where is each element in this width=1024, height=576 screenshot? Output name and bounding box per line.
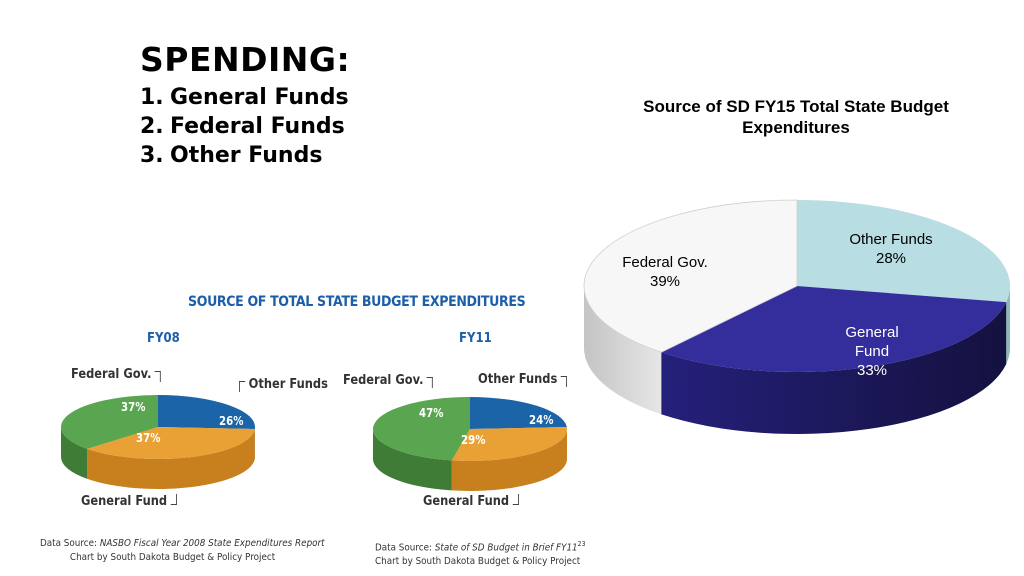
fy08-slice-other (158, 395, 255, 430)
fy15-label-other-pct: 28% (875, 250, 907, 267)
fy08-source-title: NASBO Fiscal Year 2008 State Expenditure… (99, 538, 325, 549)
list-item-label: Other Funds (170, 143, 323, 168)
fy15-label-general: General Fund 33% (820, 323, 924, 380)
fy11-slice-general (451, 426, 567, 462)
fy15-label-general-line2: Fund (854, 343, 890, 360)
fy08-callout-federal: Federal Gov. (71, 367, 162, 382)
list-item-number: 3. (140, 143, 164, 168)
callout-bracket-icon (560, 376, 567, 387)
fy15-slice-general (661, 286, 1007, 372)
callout-bracket-icon (239, 381, 246, 392)
fy08-label: FY08 (147, 331, 180, 346)
fy15-label-federal: Federal Gov. 39% (610, 253, 720, 291)
fy11-slice-federal (372, 397, 470, 461)
fy11-credit: Chart by South Dakota Budget & Policy Pr… (375, 556, 581, 568)
fy11-callout-general: General Fund (423, 494, 519, 509)
fy08-slice-federal (60, 395, 158, 449)
fy08-pct-federal: 37% (121, 400, 146, 414)
fy15-chart-title-line2: Expenditures (742, 118, 850, 137)
fy11-source-prefix: Data Source: (375, 542, 433, 554)
callout-bracket-icon (154, 371, 162, 382)
inset-title: SOURCE OF TOTAL STATE BUDGET EXPENDITURE… (188, 294, 526, 310)
fy11-pct-general: 29% (461, 433, 486, 447)
fy11-source-sup: 23 (577, 540, 586, 548)
fy15-side-other (1006, 286, 1010, 365)
fy15-slice-other (797, 200, 1011, 303)
fy11-source-title: State of SD Budget in Brief FY11 (434, 542, 578, 554)
fy08-callout-general-text: General Fund (81, 494, 168, 509)
fy08-side-general (87, 429, 255, 489)
list-item-label: Federal Funds (170, 114, 345, 139)
fy08-slice-general (87, 427, 255, 459)
spending-title-block: SPENDING: 1. General Funds 2. Federal Fund… (140, 40, 350, 172)
fy15-chart-title: Source of SD FY15 Total State Budget Exp… (610, 96, 982, 138)
callout-bracket-icon (512, 494, 519, 505)
callout-bracket-icon (426, 377, 434, 388)
list-item: 1. General Funds (140, 85, 350, 110)
fy08-callout-other: Other Funds (239, 377, 328, 392)
page-title: SPENDING: (140, 40, 351, 79)
list-item: 3. Other Funds (140, 143, 350, 168)
fy11-callout-other-text: Other Funds (478, 372, 558, 387)
list-item-label: General Funds (170, 85, 349, 110)
fy11-pct-federal: 47% (419, 406, 444, 420)
fy15-chart-title-line1: Source of SD FY15 Total State Budget (643, 97, 949, 116)
fy15-slice-federal (583, 199, 798, 353)
fy11-side-general (451, 429, 567, 492)
fy11-label: FY11 (459, 331, 492, 346)
fy08-source: Data Source: NASBO Fiscal Year 2008 Stat… (40, 537, 325, 565)
fy15-side-general (661, 302, 1007, 434)
fy11-side-federal (373, 429, 452, 491)
fy08-source-prefix: Data Source: (40, 538, 98, 549)
fy15-label-other-name: Other Funds (849, 231, 933, 248)
fy15-label-federal-pct: 39% (649, 273, 681, 290)
fy11-callout-federal: Federal Gov. (343, 373, 434, 388)
fy11-callout-other: Other Funds (478, 372, 567, 387)
list-item-number: 2. (140, 114, 164, 139)
fy11-callout-federal-text: Federal Gov. (343, 373, 424, 388)
fy11-slice-other (470, 397, 567, 429)
fy11-pct-other: 24% (529, 413, 554, 427)
fy15-side-federal (584, 286, 662, 415)
fy11-source: Data Source: State of SD Budget in Brief… (375, 537, 586, 569)
fy08-credit: Chart by South Dakota Budget & Policy Pr… (69, 552, 276, 563)
fy08-pct-general: 37% (136, 431, 161, 445)
fy15-label-other: Other Funds 28% (836, 230, 946, 268)
fy08-pct-other: 26% (219, 414, 244, 428)
fy08-side-federal (60, 427, 88, 479)
fy15-label-general-pct: 33% (856, 362, 888, 379)
fy11-callout-general-text: General Fund (423, 494, 510, 509)
callout-bracket-icon (170, 494, 177, 505)
fy08-callout-other-text: Other Funds (248, 377, 328, 392)
list-item: 2. Federal Funds (140, 114, 350, 139)
fy15-label-federal-name: Federal Gov. (622, 254, 708, 271)
fy15-label-general-line1: General (845, 324, 899, 341)
list-item-number: 1. (140, 85, 164, 110)
fy08-callout-general: General Fund (81, 494, 177, 509)
fy08-callout-federal-text: Federal Gov. (71, 367, 152, 382)
